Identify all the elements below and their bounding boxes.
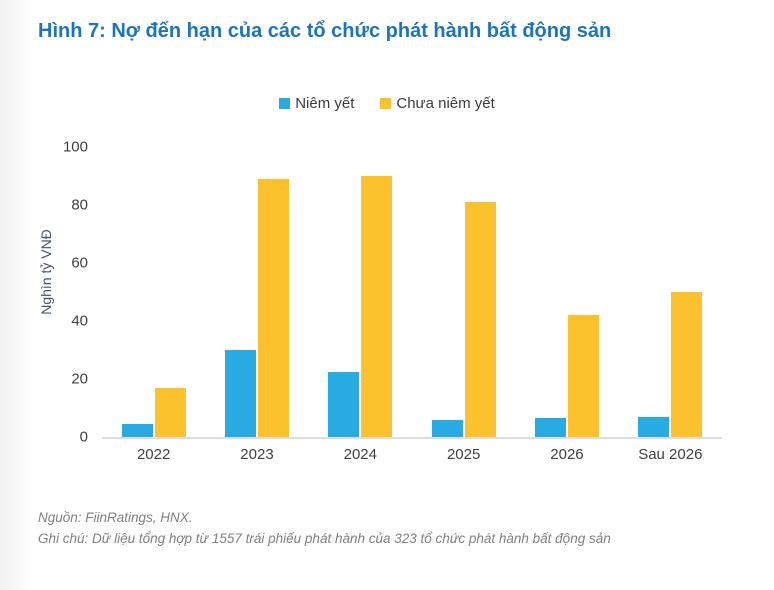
bar	[257, 178, 289, 437]
bar-group-2023	[205, 147, 308, 437]
bar	[361, 176, 393, 437]
page-edge-shading	[0, 0, 34, 590]
legend-swatch-icon	[279, 98, 291, 109]
legend-item: Niêm yết	[279, 95, 354, 112]
x-axis-labels: 2022 2023 2024 2025 2026 Sau 2026	[102, 446, 722, 463]
bar-group-2026	[515, 147, 618, 437]
footnote: Ghi chú: Dữ liệu tổng hợp từ 1557 trái p…	[38, 531, 611, 546]
bar	[671, 292, 703, 437]
bar	[328, 371, 360, 437]
bar	[431, 419, 463, 437]
bar	[121, 423, 153, 437]
y-tick-label: 80	[71, 196, 88, 214]
chart-legend: Niêm yết Chưa niêm yết	[0, 95, 774, 112]
x-axis-label: 2026	[550, 446, 584, 463]
bar	[567, 315, 599, 437]
bar	[464, 202, 496, 437]
legend-label: Niêm yết	[295, 95, 355, 112]
bar	[224, 350, 256, 437]
bar-group-2024	[309, 147, 412, 437]
x-axis-label: 2023	[240, 446, 274, 463]
bar-groups	[102, 147, 722, 437]
y-tick-label: 20	[71, 370, 88, 388]
y-tick-label: 40	[71, 312, 88, 330]
y-tick-label: 60	[71, 254, 88, 272]
x-axis-label: Sau 2026	[638, 446, 703, 463]
bar-group-sau-2026	[619, 147, 722, 437]
source-note: Nguồn: FiinRatings, HNX.	[38, 510, 193, 525]
y-tick-label: 100	[62, 138, 88, 156]
x-axis-label: 2025	[446, 446, 481, 463]
x-axis-label: 2024	[343, 446, 377, 463]
legend-label: Chưa niêm yết	[396, 95, 495, 112]
plot-area	[102, 147, 722, 439]
bar-group-2025	[412, 147, 515, 437]
y-axis-tick-labels: 0 20 40 60 80 100	[40, 140, 88, 445]
bar	[154, 387, 186, 437]
legend-swatch-icon	[380, 98, 392, 109]
bar-group-2022	[102, 147, 205, 437]
x-axis-label: 2022	[136, 446, 171, 463]
figure-title: Hình 7: Nợ đến hạn của các tổ chức phát …	[38, 20, 612, 42]
legend-item: Chưa niêm yết	[380, 95, 495, 112]
y-tick-label: 0	[79, 428, 88, 446]
bar	[534, 418, 566, 437]
bar	[638, 416, 670, 437]
